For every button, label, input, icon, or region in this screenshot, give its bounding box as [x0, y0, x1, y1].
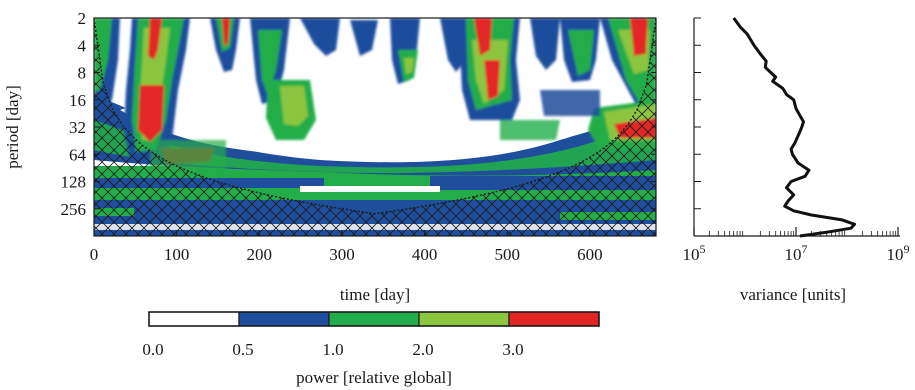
colorbar: 0.0 0.5 1.0 2.0 3.0 power [relative global] — [142, 311, 600, 387]
heatmap-x-tick-label: 500 — [494, 245, 520, 264]
colorbar-tick-label: 1.0 — [322, 340, 343, 359]
heatmap-y-tick-label: 256 — [61, 200, 87, 219]
colorbar-tick-label: 0.5 — [232, 340, 253, 359]
heatmap-y-tick-label: 2 — [78, 9, 87, 28]
colorbar-swatch — [148, 311, 240, 327]
variance-series-line — [732, 17, 856, 238]
green-ring — [94, 120, 656, 174]
heatmap-x-label: time [day] — [340, 285, 410, 304]
heatmap-y-label: period [day] — [3, 85, 22, 169]
colorbar-swatch — [418, 311, 510, 327]
heatmap-x-tick-label: 200 — [247, 245, 273, 264]
variance-x-label: variance [units] — [740, 285, 846, 304]
colorbar-swatch — [238, 311, 330, 327]
heatmap-x-tick-label: 300 — [329, 245, 355, 264]
variance-y-ticks — [694, 17, 701, 210]
heatmap-x-ticks: 0 100 200 300 400 500 600 — [90, 230, 603, 264]
heatmap-x-tick-label: 600 — [577, 245, 603, 264]
blue-ring — [94, 95, 656, 176]
heatmap-y-tick-label: 16 — [69, 91, 86, 110]
cone-of-influence-line — [94, 18, 656, 215]
variance-x-tick-label: 105 — [683, 242, 706, 264]
heatmap-panel: 0 100 200 300 400 500 600 2 4 8 16 32 64 128 256 time… — [3, 9, 657, 304]
colorbar-frame — [148, 311, 600, 327]
heatmap-x-tick-label: 400 — [412, 245, 438, 264]
colorbar-swatches — [148, 311, 600, 327]
white-core — [120, 101, 560, 160]
heatmap-x-tick-label: 0 — [90, 245, 99, 264]
colorbar-tick-label: 0.0 — [142, 340, 163, 359]
variance-x-tick-label: 107 — [785, 242, 808, 264]
variance-panel: 105 107 109 variance [units] — [683, 17, 910, 304]
band-white-gap — [300, 186, 440, 192]
colorbar-tick-label: 2.0 — [412, 340, 433, 359]
heatmap-y-tick-label: 128 — [61, 173, 87, 192]
heatmap-y-tick-label: 4 — [78, 36, 87, 55]
heatmap-y-tick-label: 32 — [69, 118, 86, 137]
heatmap-y-ticks: 2 4 8 16 32 64 128 256 — [61, 9, 656, 219]
heatmap-y-tick-label: 8 — [78, 64, 87, 83]
colorbar-label: power [relative global] — [296, 368, 452, 387]
power-columns — [94, 18, 656, 170]
colorbar-swatch — [328, 311, 420, 327]
colorbar-tick-label: 3.0 — [502, 340, 523, 359]
colorbar-tick-labels: 0.0 0.5 1.0 2.0 3.0 — [142, 340, 523, 359]
heatmap-y-tick-label: 64 — [69, 145, 87, 164]
heatmap-x-tick-label: 100 — [164, 245, 190, 264]
colorbar-swatch — [508, 311, 600, 327]
variance-x-ticks: 105 107 109 — [683, 227, 910, 264]
variance-x-tick-label: 109 — [887, 242, 910, 264]
heatmap-contours — [94, 18, 656, 236]
